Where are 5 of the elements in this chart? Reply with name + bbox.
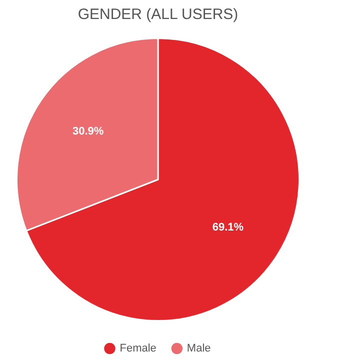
data-label: 69.1% [212, 221, 244, 234]
legend-label: Female [120, 342, 156, 355]
chart-title: GENDER (ALL USERS) [78, 6, 238, 24]
legend-label: Male [186, 342, 211, 355]
data-label: 30.9% [72, 126, 104, 138]
